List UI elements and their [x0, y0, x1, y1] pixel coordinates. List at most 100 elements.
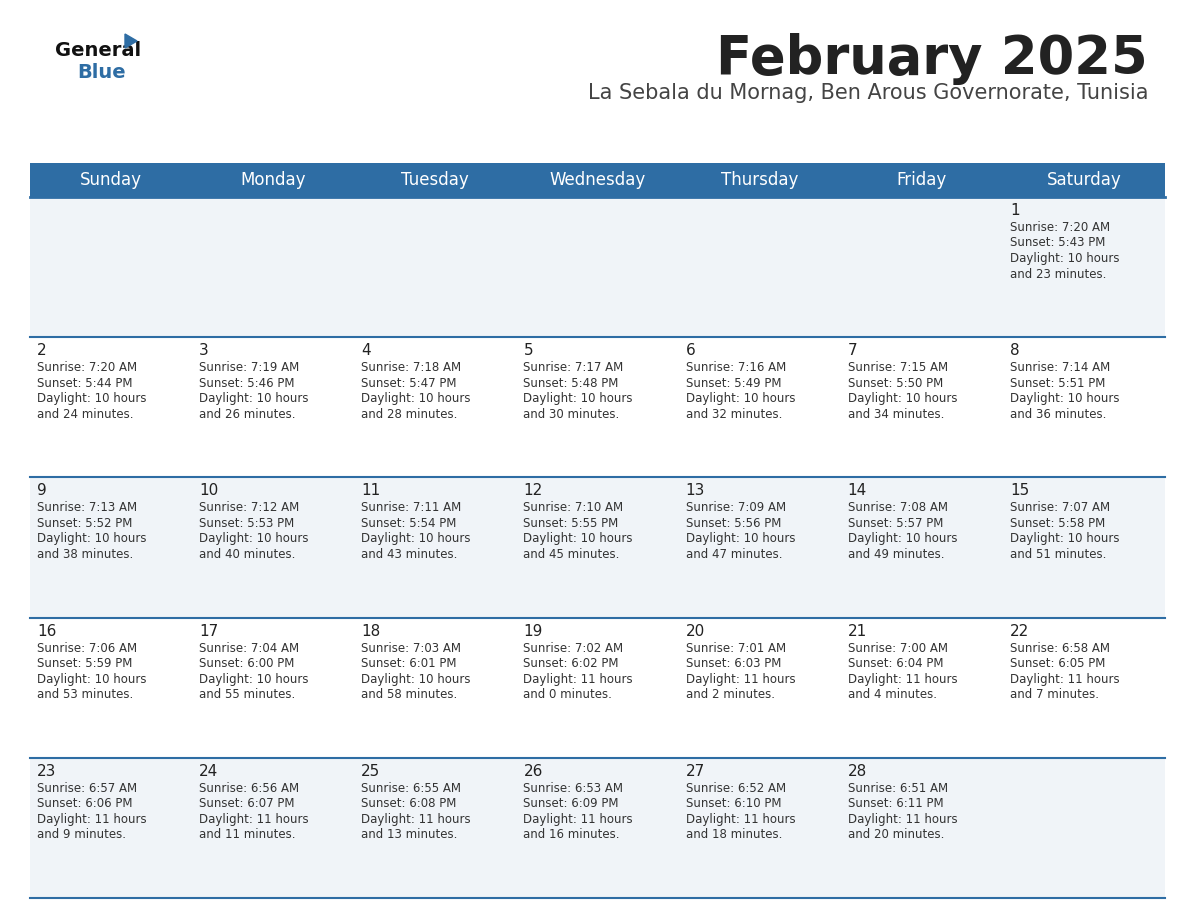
Text: 22: 22	[1010, 623, 1029, 639]
Text: and 43 minutes.: and 43 minutes.	[361, 548, 457, 561]
Text: 8: 8	[1010, 343, 1019, 358]
Text: Sunset: 5:58 PM: Sunset: 5:58 PM	[1010, 517, 1105, 530]
Text: Sunset: 6:07 PM: Sunset: 6:07 PM	[200, 798, 295, 811]
Text: and 45 minutes.: and 45 minutes.	[524, 548, 620, 561]
Text: and 26 minutes.: and 26 minutes.	[200, 408, 296, 420]
Text: Daylight: 11 hours: Daylight: 11 hours	[524, 673, 633, 686]
Text: and 13 minutes.: and 13 minutes.	[361, 828, 457, 841]
Text: Sunrise: 7:16 AM: Sunrise: 7:16 AM	[685, 361, 785, 375]
Text: Sunrise: 7:20 AM: Sunrise: 7:20 AM	[37, 361, 137, 375]
Text: Sunrise: 7:09 AM: Sunrise: 7:09 AM	[685, 501, 785, 514]
Text: Sunset: 5:52 PM: Sunset: 5:52 PM	[37, 517, 132, 530]
Text: and 9 minutes.: and 9 minutes.	[37, 828, 126, 841]
Text: Friday: Friday	[897, 171, 947, 189]
Bar	[30, 197, 1165, 337]
Text: Sunset: 5:49 PM: Sunset: 5:49 PM	[685, 376, 781, 390]
Text: and 51 minutes.: and 51 minutes.	[1010, 548, 1106, 561]
Text: Daylight: 10 hours: Daylight: 10 hours	[361, 673, 470, 686]
Text: Sunrise: 6:58 AM: Sunrise: 6:58 AM	[1010, 642, 1110, 655]
Text: Sunrise: 7:04 AM: Sunrise: 7:04 AM	[200, 642, 299, 655]
Bar	[30, 163, 1165, 197]
Text: Sunset: 6:08 PM: Sunset: 6:08 PM	[361, 798, 456, 811]
Text: Sunrise: 6:55 AM: Sunrise: 6:55 AM	[361, 782, 461, 795]
Text: Daylight: 10 hours: Daylight: 10 hours	[37, 673, 146, 686]
Text: and 7 minutes.: and 7 minutes.	[1010, 688, 1099, 701]
Text: Daylight: 10 hours: Daylight: 10 hours	[524, 392, 633, 405]
Text: Daylight: 10 hours: Daylight: 10 hours	[361, 532, 470, 545]
Text: Daylight: 11 hours: Daylight: 11 hours	[685, 812, 795, 826]
Text: Daylight: 11 hours: Daylight: 11 hours	[685, 673, 795, 686]
Text: 11: 11	[361, 484, 380, 498]
Text: and 4 minutes.: and 4 minutes.	[848, 688, 936, 701]
Bar	[30, 477, 1165, 618]
Bar	[30, 337, 1165, 477]
Text: 4: 4	[361, 343, 371, 358]
Text: 6: 6	[685, 343, 695, 358]
Text: Daylight: 11 hours: Daylight: 11 hours	[37, 812, 146, 826]
Text: 1: 1	[1010, 203, 1019, 218]
Text: Sunrise: 6:53 AM: Sunrise: 6:53 AM	[524, 782, 624, 795]
Text: and 36 minutes.: and 36 minutes.	[1010, 408, 1106, 420]
Text: 24: 24	[200, 764, 219, 778]
Text: 9: 9	[37, 484, 46, 498]
Text: Monday: Monday	[240, 171, 307, 189]
Text: and 11 minutes.: and 11 minutes.	[200, 828, 296, 841]
Text: Sunrise: 6:51 AM: Sunrise: 6:51 AM	[848, 782, 948, 795]
Text: Daylight: 10 hours: Daylight: 10 hours	[848, 532, 958, 545]
Text: and 34 minutes.: and 34 minutes.	[848, 408, 944, 420]
Text: and 2 minutes.: and 2 minutes.	[685, 688, 775, 701]
Text: and 0 minutes.: and 0 minutes.	[524, 688, 612, 701]
Text: Daylight: 10 hours: Daylight: 10 hours	[1010, 252, 1119, 265]
Text: Daylight: 11 hours: Daylight: 11 hours	[200, 812, 309, 826]
Text: General: General	[55, 41, 141, 60]
Text: 27: 27	[685, 764, 704, 778]
Text: and 53 minutes.: and 53 minutes.	[37, 688, 133, 701]
Text: La Sebala du Mornag, Ben Arous Governorate, Tunisia: La Sebala du Mornag, Ben Arous Governora…	[588, 83, 1148, 103]
Text: and 49 minutes.: and 49 minutes.	[848, 548, 944, 561]
Text: Sunrise: 7:18 AM: Sunrise: 7:18 AM	[361, 361, 461, 375]
Text: Sunrise: 7:08 AM: Sunrise: 7:08 AM	[848, 501, 948, 514]
Text: Sunset: 5:53 PM: Sunset: 5:53 PM	[200, 517, 295, 530]
Text: Saturday: Saturday	[1047, 171, 1121, 189]
Text: 17: 17	[200, 623, 219, 639]
Text: Sunset: 5:59 PM: Sunset: 5:59 PM	[37, 657, 132, 670]
Bar	[30, 757, 1165, 898]
Text: 25: 25	[361, 764, 380, 778]
Text: 3: 3	[200, 343, 209, 358]
Text: Tuesday: Tuesday	[402, 171, 469, 189]
Text: Sunset: 6:04 PM: Sunset: 6:04 PM	[848, 657, 943, 670]
Text: 20: 20	[685, 623, 704, 639]
Text: Daylight: 11 hours: Daylight: 11 hours	[848, 812, 958, 826]
Text: Daylight: 10 hours: Daylight: 10 hours	[685, 532, 795, 545]
Text: Sunset: 5:46 PM: Sunset: 5:46 PM	[200, 376, 295, 390]
Text: Sunset: 6:11 PM: Sunset: 6:11 PM	[848, 798, 943, 811]
Text: and 16 minutes.: and 16 minutes.	[524, 828, 620, 841]
Text: Sunset: 6:09 PM: Sunset: 6:09 PM	[524, 798, 619, 811]
Text: Sunrise: 7:14 AM: Sunrise: 7:14 AM	[1010, 361, 1110, 375]
Text: Sunset: 6:00 PM: Sunset: 6:00 PM	[200, 657, 295, 670]
Text: Sunrise: 6:57 AM: Sunrise: 6:57 AM	[37, 782, 137, 795]
Text: Sunday: Sunday	[80, 171, 143, 189]
Text: and 20 minutes.: and 20 minutes.	[848, 828, 944, 841]
Text: Sunset: 5:56 PM: Sunset: 5:56 PM	[685, 517, 781, 530]
Text: Sunrise: 7:15 AM: Sunrise: 7:15 AM	[848, 361, 948, 375]
Text: Sunset: 5:47 PM: Sunset: 5:47 PM	[361, 376, 456, 390]
Text: 5: 5	[524, 343, 533, 358]
Text: Sunrise: 7:06 AM: Sunrise: 7:06 AM	[37, 642, 137, 655]
Text: Sunrise: 7:02 AM: Sunrise: 7:02 AM	[524, 642, 624, 655]
Text: Daylight: 10 hours: Daylight: 10 hours	[200, 673, 309, 686]
Text: Sunset: 6:05 PM: Sunset: 6:05 PM	[1010, 657, 1105, 670]
Text: February 2025: February 2025	[716, 33, 1148, 85]
Text: Daylight: 10 hours: Daylight: 10 hours	[200, 532, 309, 545]
Text: Daylight: 10 hours: Daylight: 10 hours	[200, 392, 309, 405]
Text: 15: 15	[1010, 484, 1029, 498]
Text: Daylight: 11 hours: Daylight: 11 hours	[848, 673, 958, 686]
Text: and 28 minutes.: and 28 minutes.	[361, 408, 457, 420]
Text: Sunset: 6:02 PM: Sunset: 6:02 PM	[524, 657, 619, 670]
Text: and 32 minutes.: and 32 minutes.	[685, 408, 782, 420]
Text: 21: 21	[848, 623, 867, 639]
Text: Sunrise: 6:52 AM: Sunrise: 6:52 AM	[685, 782, 785, 795]
Text: and 58 minutes.: and 58 minutes.	[361, 688, 457, 701]
Text: Daylight: 11 hours: Daylight: 11 hours	[361, 812, 470, 826]
Text: Daylight: 10 hours: Daylight: 10 hours	[1010, 532, 1119, 545]
